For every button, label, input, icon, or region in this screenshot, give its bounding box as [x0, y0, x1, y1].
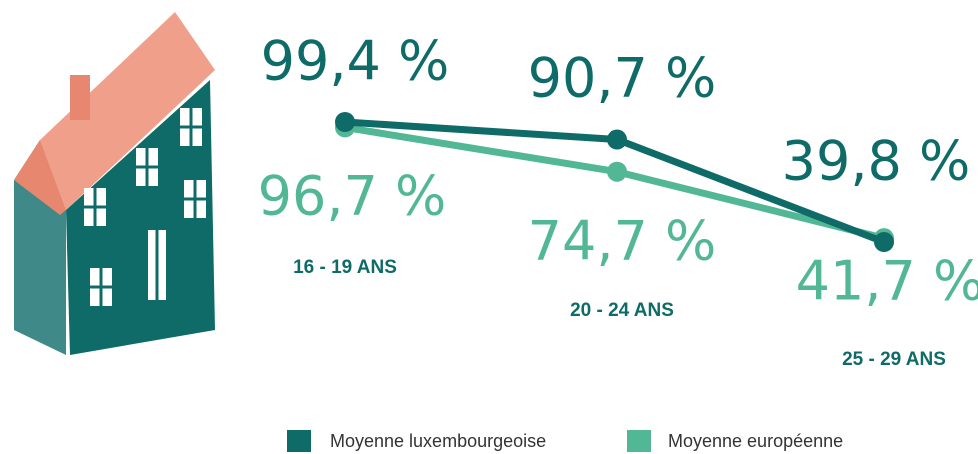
- value-label: 41,7 %: [796, 250, 978, 313]
- x-tick-label: 16 - 19 ANS: [293, 257, 397, 278]
- value-label: 90,7 %: [528, 47, 717, 110]
- value-label: 99,4 %: [261, 30, 450, 93]
- x-tick-label: 25 - 29 ANS: [842, 349, 946, 370]
- point: [335, 112, 355, 132]
- value-label: 74,7 %: [528, 210, 717, 273]
- point: [874, 232, 894, 252]
- value-label: 39,8 %: [782, 130, 971, 193]
- x-tick-label: 20 - 24 ANS: [570, 300, 674, 321]
- house-illustration: [14, 12, 215, 355]
- legend-label: Moyenne luxembourgeoise: [330, 431, 546, 451]
- value-label: 96,7 %: [258, 165, 447, 228]
- point: [607, 161, 627, 182]
- legend-label: Moyenne européenne: [668, 431, 843, 451]
- point: [607, 129, 627, 150]
- legend-swatch: [287, 430, 311, 452]
- legend-swatch: [627, 430, 651, 452]
